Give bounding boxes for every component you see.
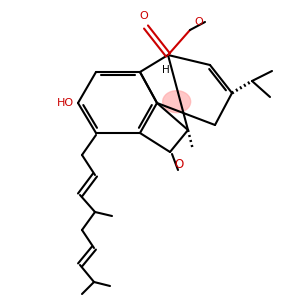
Text: HO: HO — [57, 98, 74, 108]
Text: O: O — [174, 158, 183, 171]
Text: O: O — [140, 11, 148, 21]
Text: O: O — [194, 17, 203, 27]
Text: H: H — [162, 65, 170, 75]
Ellipse shape — [163, 91, 191, 113]
